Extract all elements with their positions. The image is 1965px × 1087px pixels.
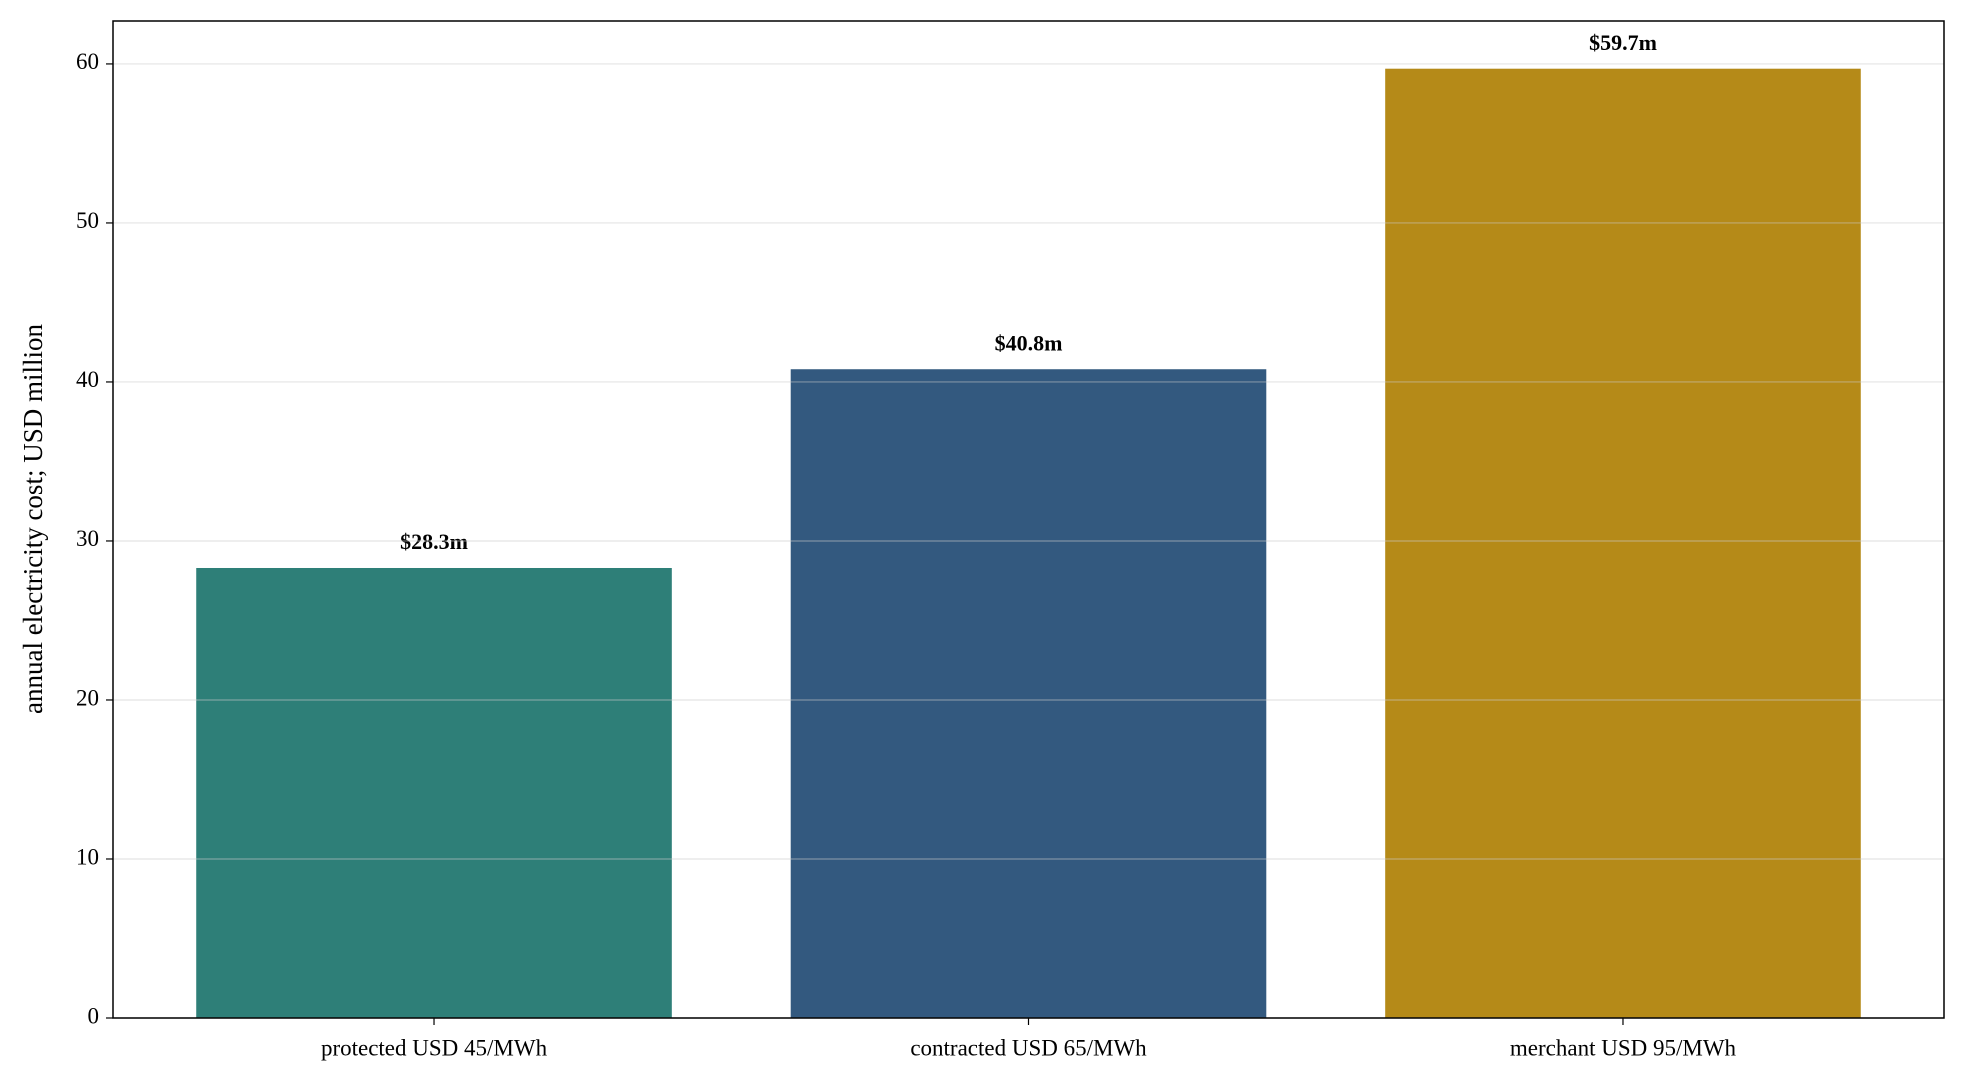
y-tick-label: 50 xyxy=(76,208,99,233)
y-tick-label: 60 xyxy=(76,49,99,74)
bar xyxy=(196,567,672,1018)
x-tick-label: contracted USD 65/MWh xyxy=(910,1035,1147,1060)
bar xyxy=(790,369,1267,1018)
plot-frame xyxy=(112,20,1945,1019)
x-tick-label: merchant USD 95/MWh xyxy=(1510,1035,1737,1060)
y-tick-label: 0 xyxy=(88,1003,100,1028)
y-tick-label: 30 xyxy=(76,526,99,551)
x-tick-label: protected USD 45/MWh xyxy=(321,1035,548,1060)
y-axis-label: annual electricity cost; USD million xyxy=(18,324,48,714)
bar xyxy=(1385,68,1861,1018)
value-label: $59.7m xyxy=(1589,30,1657,55)
y-tick-label: 10 xyxy=(76,844,99,869)
value-label: $40.8m xyxy=(995,330,1063,355)
y-tick-label: 20 xyxy=(76,685,99,710)
y-tick-label: 40 xyxy=(76,367,99,392)
